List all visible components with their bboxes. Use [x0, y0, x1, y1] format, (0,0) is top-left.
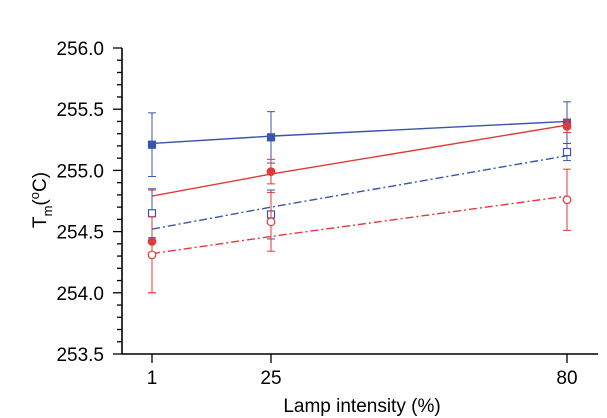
y-axis-title-unit-sup: o	[27, 192, 42, 199]
x-ticks: 1 25 80	[147, 354, 578, 389]
data-point-circle	[147, 250, 157, 260]
y-axis-title-sub: m	[40, 206, 55, 217]
y-tick-label: 253.5	[56, 345, 104, 366]
y-axis-title-unit-prefix: (	[30, 199, 51, 206]
series-3-fit-line	[151, 155, 568, 230]
data-point-square	[562, 147, 572, 157]
x-tick-label: 80	[556, 368, 577, 389]
data-point-circle	[562, 195, 572, 205]
data-point-circle	[266, 217, 276, 227]
series-4	[147, 168, 572, 294]
x-tick-label: 25	[260, 368, 281, 389]
y-tick-label: 255.5	[56, 100, 104, 121]
x-axis-title: Lamp intensity (%)	[283, 396, 440, 417]
data-point-circle	[562, 121, 572, 131]
series-4-fit-line	[151, 195, 568, 255]
data-point-square	[266, 133, 276, 142]
x-tick-label: 1	[147, 368, 158, 389]
y-ticks: 253.5 254.0 254.5 255.0 255.5 256.0	[56, 39, 122, 366]
y-tick-label: 255.0	[56, 161, 104, 182]
series-1	[147, 101, 572, 178]
y-tick-label: 256.0	[56, 39, 104, 60]
y-tick-label: 254.0	[56, 284, 104, 305]
series-2	[147, 119, 572, 294]
y-axis-title-unit-suffix: C)	[30, 172, 51, 192]
axes	[121, 48, 598, 355]
series-1-fit-line	[151, 120, 568, 145]
y-tick-label: 254.5	[56, 223, 104, 244]
data-point-square	[147, 140, 157, 149]
series-layer	[147, 101, 572, 294]
series-2-fit-line	[151, 124, 568, 197]
y-axis-title-main: T	[30, 216, 51, 228]
y-axis-title: Tm(oC)	[27, 172, 55, 228]
data-point-square	[147, 209, 157, 218]
data-point-circle	[266, 167, 276, 177]
